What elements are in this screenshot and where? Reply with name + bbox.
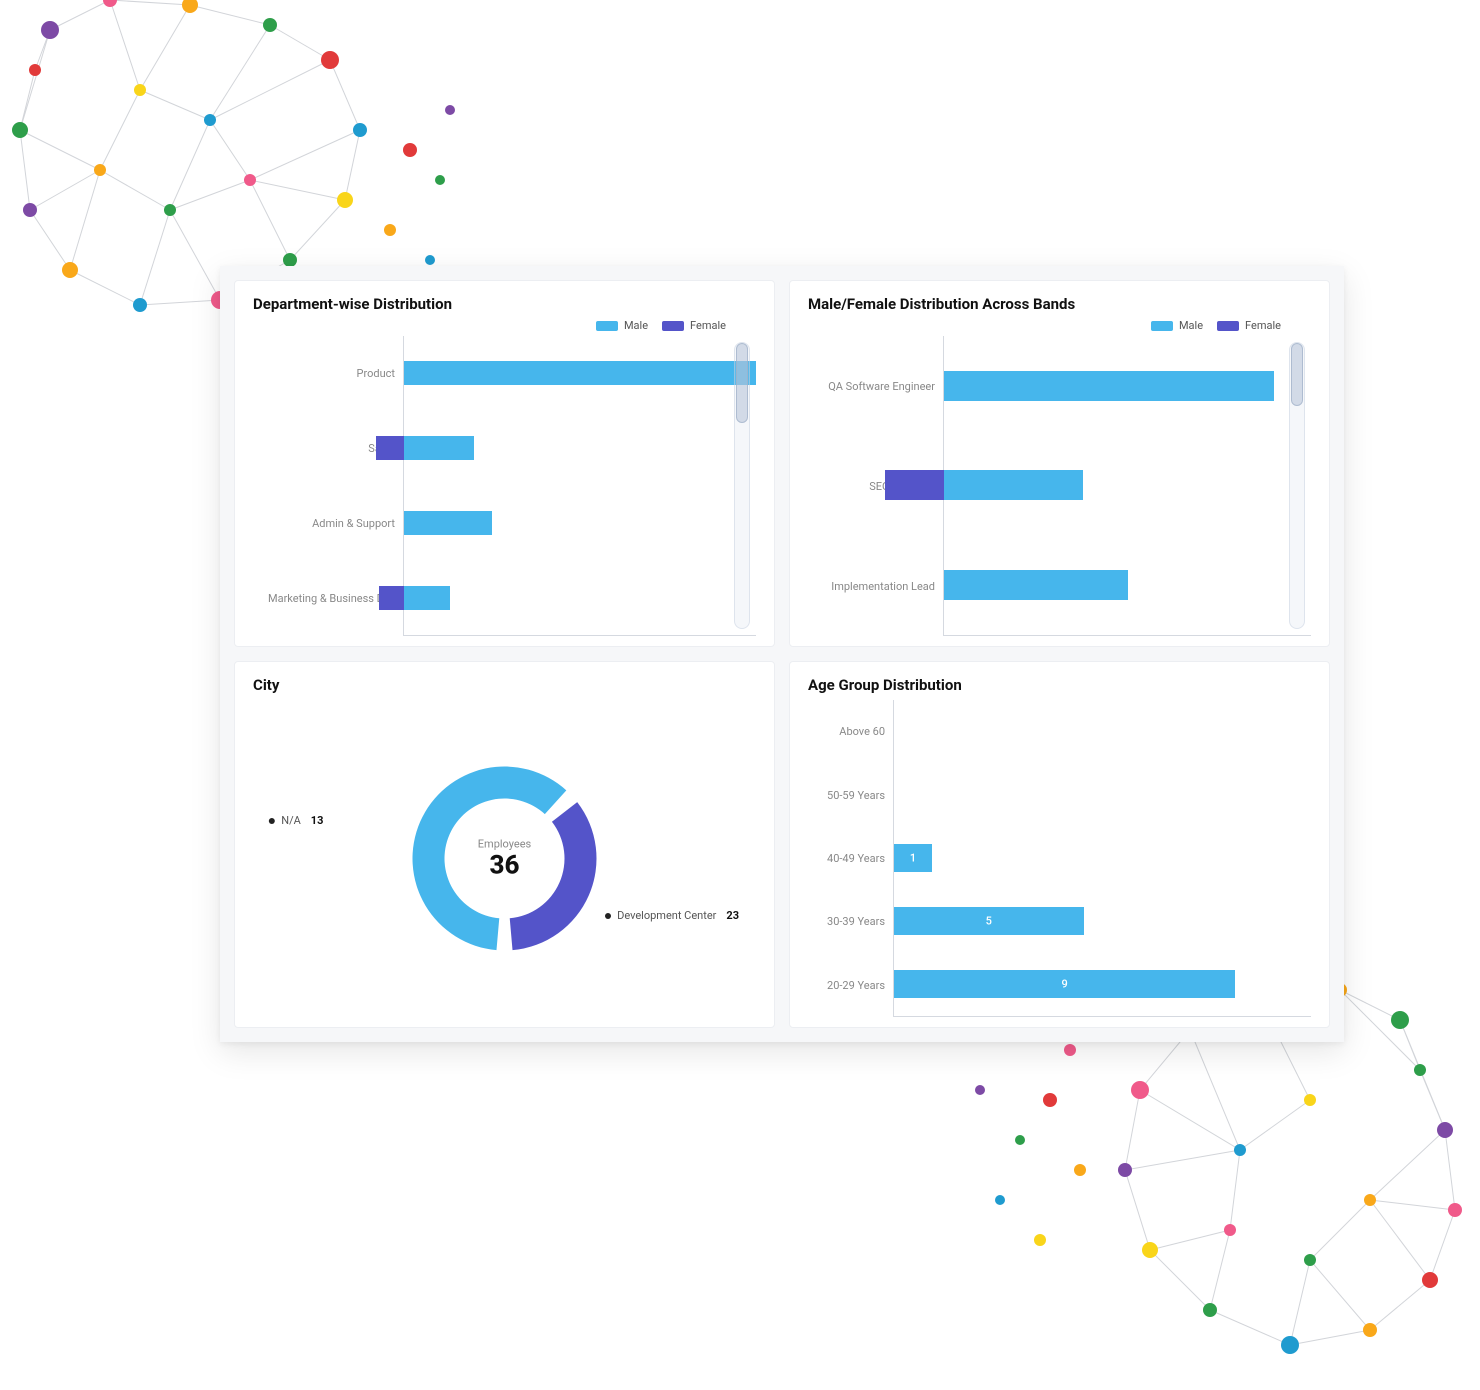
axis-label: 20-29 Years xyxy=(808,979,885,992)
city-donut-chart: Employees36 Development Center 23 N/A 13 xyxy=(253,700,756,1017)
chart-legend: Male Female xyxy=(253,319,756,332)
chart-scrollbar[interactable] xyxy=(1289,342,1305,629)
card-title: Age Group Distribution xyxy=(808,676,1311,694)
age-bar-chart: Above 60 50-59 Years 40-49 Years 30-39 Year… xyxy=(808,700,1311,1017)
department-bar-chart: Product Sales Admin & Support Marketing & B… xyxy=(253,336,756,636)
bar-row xyxy=(944,470,1311,500)
card-department-distribution: Department-wise Distribution MaleFemale … xyxy=(234,280,775,647)
axis-label: 30-39 Years xyxy=(808,915,885,928)
card-city: City Employees36 Development Center 23 N/A 1… xyxy=(234,661,775,1028)
bar-value-label: 9 xyxy=(1061,978,1067,991)
bar-segment-female xyxy=(379,586,404,610)
bullet-icon xyxy=(605,913,611,919)
legend-swatch xyxy=(596,321,618,331)
scrollbar-thumb[interactable] xyxy=(736,343,748,423)
bands-bar-chart: QA Software EngineerSEO EngineerImplemen… xyxy=(808,336,1311,636)
scrollbar-thumb[interactable] xyxy=(1291,343,1303,406)
legend-label: Female xyxy=(690,319,726,332)
axis-label: 40-49 Years xyxy=(808,852,885,865)
bar-row xyxy=(404,436,756,460)
bar-row: 1 xyxy=(894,844,1311,872)
donut-legend-item: Development Center 23 xyxy=(605,909,739,922)
chart-scrollbar[interactable] xyxy=(734,342,750,629)
axis-label: Implementation Lead xyxy=(808,580,935,593)
card-title: Male/Female Distribution Across Bands xyxy=(808,295,1311,313)
legend-label: Female xyxy=(1245,319,1281,332)
axis-label: Product xyxy=(253,367,395,380)
bar-segment: 5 xyxy=(894,907,1084,935)
bar-row xyxy=(894,718,1311,746)
bar-row: 5 xyxy=(894,907,1311,935)
bar-segment-male xyxy=(404,586,450,610)
donut-legend-value: 13 xyxy=(311,814,324,827)
bar-row xyxy=(944,570,1311,600)
bar-row xyxy=(404,586,756,610)
axis-label: QA Software Engineer xyxy=(808,380,935,393)
legend-item: Male xyxy=(1151,319,1203,332)
axis-label: 50-59 Years xyxy=(808,789,885,802)
donut-legend-value: 23 xyxy=(726,909,739,922)
bar-segment-male xyxy=(944,470,1083,500)
axis-label: Admin & Support xyxy=(253,517,395,530)
legend-item: Male xyxy=(596,319,648,332)
card-title: Department-wise Distribution xyxy=(253,295,756,313)
legend-item: Female xyxy=(1217,319,1281,332)
bar-segment: 9 xyxy=(894,970,1235,998)
donut-legend-label: Development Center xyxy=(617,909,716,922)
bar-row xyxy=(944,371,1311,401)
bar-row xyxy=(404,361,756,385)
bar-segment-male xyxy=(404,511,492,535)
bar-segment-female xyxy=(376,436,404,460)
bar-row xyxy=(894,781,1311,809)
chart-legend: Male Female xyxy=(808,319,1311,332)
bar-segment-male xyxy=(944,371,1274,401)
axis-label: Marketing & Business Dev xyxy=(253,592,395,605)
donut-center: Employees36 xyxy=(478,837,531,880)
legend-label: Male xyxy=(1179,319,1203,332)
bar-segment-male xyxy=(404,361,756,385)
bar-segment-male xyxy=(404,436,474,460)
bar-segment-female xyxy=(885,470,944,500)
legend-swatch xyxy=(1151,321,1173,331)
bar-value-label: 5 xyxy=(986,915,992,928)
card-bands-distribution: Male/Female Distribution Across Bands Ma… xyxy=(789,280,1330,647)
bar-value-label: 1 xyxy=(910,851,916,864)
bar-segment: 1 xyxy=(894,844,932,872)
legend-swatch xyxy=(662,321,684,331)
card-age-group: Age Group Distribution Above 60 50-59 Yea… xyxy=(789,661,1330,1028)
legend-item: Female xyxy=(662,319,726,332)
legend-label: Male xyxy=(624,319,648,332)
donut-center-label: Employees xyxy=(478,837,531,850)
donut-center-value: 36 xyxy=(478,850,531,880)
legend-swatch xyxy=(1217,321,1239,331)
donut-legend-item: N/A 13 xyxy=(269,814,323,827)
bullet-icon xyxy=(269,818,275,824)
axis-label: Above 60 xyxy=(808,725,885,738)
bar-segment-male xyxy=(944,570,1128,600)
dashboard-panel: Department-wise Distribution MaleFemale … xyxy=(220,266,1344,1042)
bar-row: 9 xyxy=(894,970,1311,998)
card-title: City xyxy=(253,676,756,694)
axis-label: Sales xyxy=(253,442,395,455)
bar-row xyxy=(404,511,756,535)
donut-legend-label: N/A xyxy=(281,814,301,827)
